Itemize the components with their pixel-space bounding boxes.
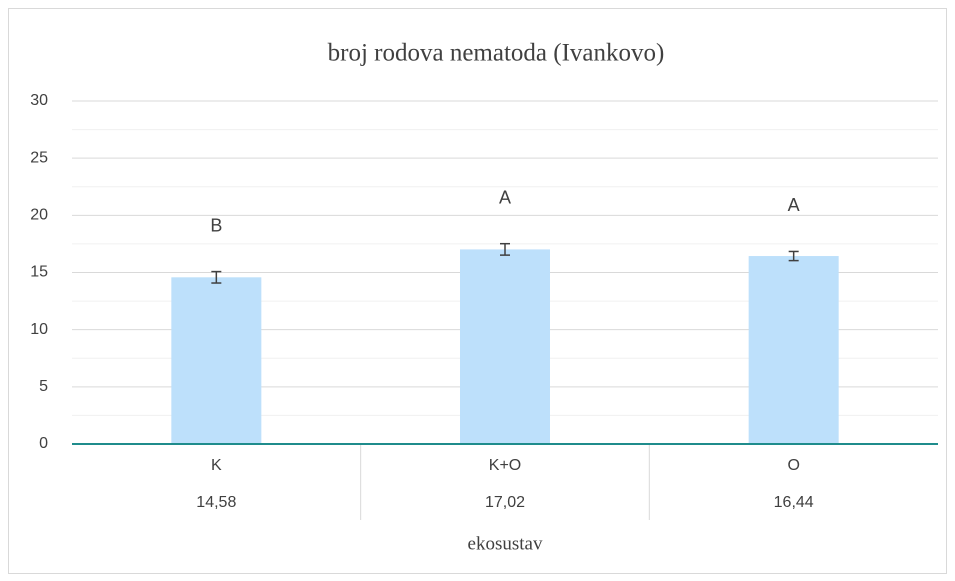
- y-tick-label: 10: [30, 321, 48, 338]
- y-tick-label: 30: [30, 92, 48, 109]
- table-value: 17,02: [485, 494, 525, 511]
- annotation: A: [499, 187, 511, 207]
- y-tick-label: 0: [39, 435, 48, 452]
- x-tick-label: O: [787, 457, 799, 474]
- x-axis-label: ekosustav: [468, 533, 543, 554]
- bar: [460, 249, 550, 444]
- y-tick-label: 15: [30, 264, 48, 281]
- chart-title: broj rodova nematoda (Ivankovo): [328, 40, 665, 67]
- y-tick-label: 20: [30, 207, 48, 224]
- table-value: 16,44: [774, 494, 814, 511]
- y-tick-label: 5: [39, 378, 48, 395]
- table-value: 14,58: [196, 494, 236, 511]
- bar: [171, 277, 262, 444]
- y-tick-label: 25: [30, 149, 48, 166]
- x-tick-label: K: [211, 457, 222, 474]
- bar: [748, 256, 839, 444]
- x-tick-label: K+O: [489, 457, 521, 474]
- annotation: B: [210, 215, 222, 235]
- annotation: A: [788, 195, 800, 215]
